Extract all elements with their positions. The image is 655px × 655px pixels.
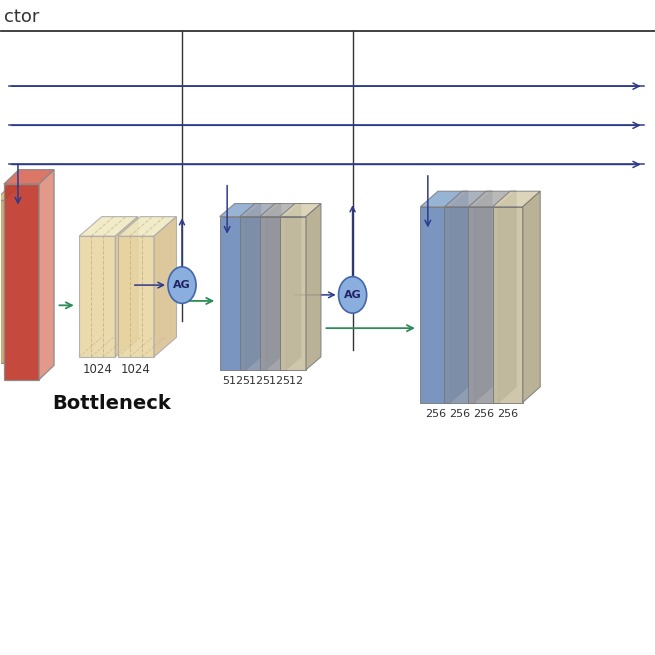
Circle shape <box>339 276 367 313</box>
Text: 512: 512 <box>222 376 243 386</box>
Polygon shape <box>306 204 321 370</box>
Polygon shape <box>286 204 301 370</box>
Polygon shape <box>280 217 306 370</box>
Text: ctor: ctor <box>4 7 39 26</box>
Polygon shape <box>493 191 540 207</box>
Text: Bottleneck: Bottleneck <box>52 394 171 413</box>
Polygon shape <box>0 186 19 200</box>
Polygon shape <box>39 170 54 380</box>
Polygon shape <box>260 204 301 217</box>
Polygon shape <box>280 204 321 217</box>
Text: AG: AG <box>344 290 362 300</box>
Polygon shape <box>4 170 54 184</box>
Polygon shape <box>260 217 286 370</box>
Polygon shape <box>118 217 176 236</box>
Polygon shape <box>4 184 39 380</box>
Polygon shape <box>115 217 138 357</box>
Polygon shape <box>474 191 492 403</box>
Polygon shape <box>219 217 246 370</box>
Text: 1024: 1024 <box>121 363 151 376</box>
Polygon shape <box>240 204 281 217</box>
Polygon shape <box>79 236 115 357</box>
Text: 256: 256 <box>497 409 518 419</box>
Text: 256: 256 <box>425 409 446 419</box>
Polygon shape <box>421 191 468 207</box>
Polygon shape <box>79 217 138 236</box>
Polygon shape <box>444 207 474 403</box>
Polygon shape <box>154 217 176 357</box>
Polygon shape <box>468 207 498 403</box>
Polygon shape <box>266 204 281 370</box>
Polygon shape <box>451 191 468 403</box>
Text: 256: 256 <box>473 409 494 419</box>
Polygon shape <box>0 200 4 364</box>
Text: 512: 512 <box>262 376 284 386</box>
Polygon shape <box>118 236 154 357</box>
Polygon shape <box>246 204 261 370</box>
Text: 1024: 1024 <box>83 363 112 376</box>
Circle shape <box>168 267 196 303</box>
Polygon shape <box>219 204 261 217</box>
Text: 256: 256 <box>449 409 470 419</box>
Polygon shape <box>498 191 516 403</box>
Text: 512: 512 <box>282 376 303 386</box>
Text: 512: 512 <box>242 376 263 386</box>
Polygon shape <box>523 191 540 403</box>
Polygon shape <box>468 191 516 207</box>
Polygon shape <box>240 217 266 370</box>
Polygon shape <box>493 207 523 403</box>
Polygon shape <box>444 191 492 207</box>
Text: AG: AG <box>173 280 191 290</box>
Polygon shape <box>421 207 451 403</box>
